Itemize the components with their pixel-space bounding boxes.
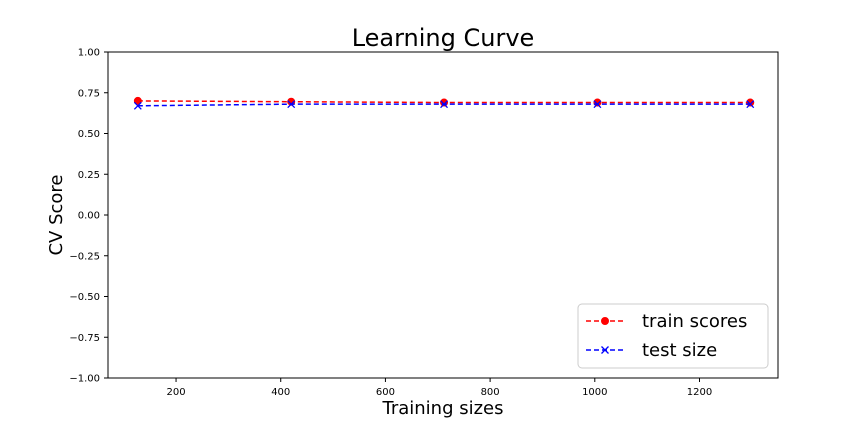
y-tick-label: −0.25 <box>69 251 100 262</box>
x-tick-label: 1200 <box>687 387 712 398</box>
x-tick-label: 1000 <box>582 387 607 398</box>
x-tick-label: 400 <box>271 387 290 398</box>
data-point-test-size <box>746 100 755 109</box>
data-point-test-size <box>133 101 142 110</box>
x-tick-label: 800 <box>481 387 500 398</box>
legend-marker-test-size <box>601 346 609 354</box>
data-point-test-size <box>593 100 602 109</box>
y-tick-label: 1.00 <box>78 48 100 59</box>
y-axis-label: CV Score <box>46 174 67 255</box>
x-tick-label: 200 <box>167 387 186 398</box>
x-tick-label: 600 <box>376 387 395 398</box>
y-tick-label: 0.00 <box>78 211 100 222</box>
legend-label-train-scores: train scores <box>642 311 747 332</box>
y-tick-label: 0.75 <box>78 88 100 99</box>
legend-marker-train-scores <box>601 317 609 325</box>
legend-box <box>577 303 769 369</box>
data-point-test-size <box>440 100 449 109</box>
y-tick-label: 0.50 <box>78 129 100 140</box>
legend: train scores test size <box>577 303 769 369</box>
data-point-test-size <box>287 100 296 109</box>
legend-label-test-size: test size <box>642 340 717 361</box>
y-tick-label: 0.25 <box>78 170 100 181</box>
x-axis: 200 400 600 800 1000 1200 <box>167 378 712 398</box>
y-tick-label: −1.00 <box>69 374 100 385</box>
x-axis-label: Training sizes <box>381 398 503 419</box>
y-axis: −1.00 −0.75 −0.50 −0.25 0.00 0.25 0.50 0.75 1.00 <box>69 48 108 385</box>
y-tick-label: −0.50 <box>69 292 100 303</box>
data-point-train-scores <box>133 96 142 105</box>
series-layer <box>133 96 755 110</box>
y-tick-label: −0.75 <box>69 333 100 344</box>
chart-title: Learning Curve <box>352 24 535 52</box>
